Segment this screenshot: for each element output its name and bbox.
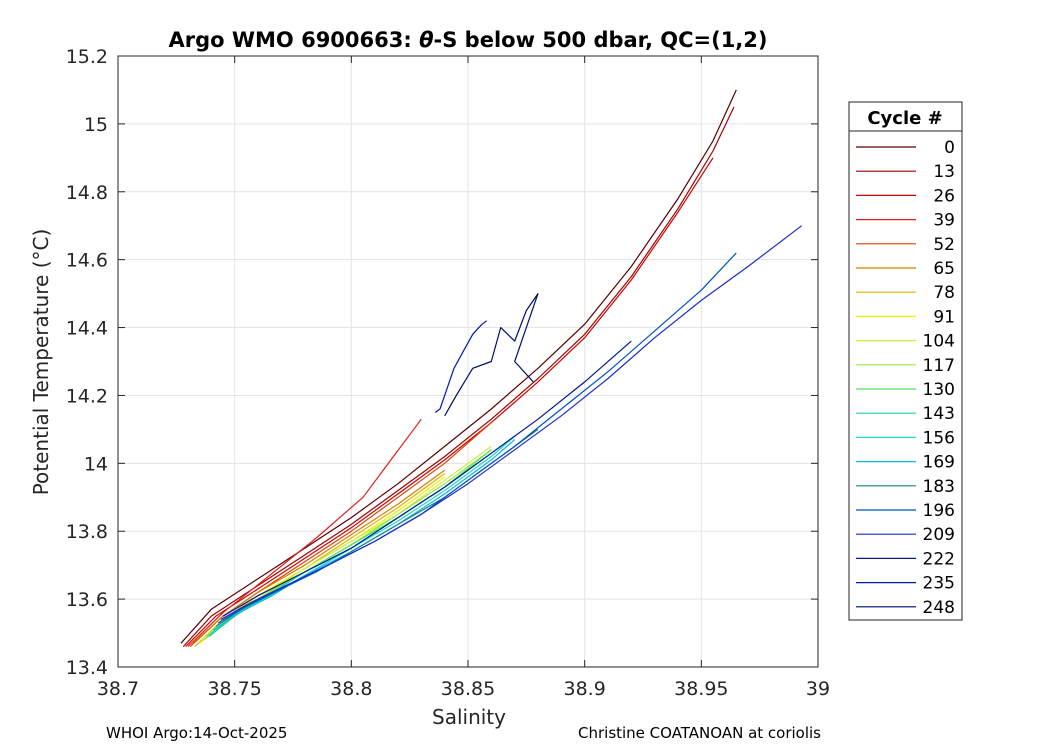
legend-label: 156 bbox=[923, 428, 955, 448]
legend-label: 52 bbox=[933, 235, 955, 255]
series-line-cycle-104 bbox=[201, 445, 492, 641]
series-line-cycle-0 bbox=[180, 89, 737, 644]
legend-entry-cycle-117: 117 bbox=[856, 356, 955, 376]
x-tick-label: 38.95 bbox=[674, 678, 728, 700]
series-line-cycle-209 bbox=[220, 225, 803, 621]
legend-entry-cycle-235: 235 bbox=[856, 574, 955, 594]
legend-entry-cycle-169: 169 bbox=[856, 453, 955, 473]
series-line-cycle-39 bbox=[187, 418, 422, 648]
x-axis-label: Salinity bbox=[432, 705, 506, 729]
x-tick-label: 38.75 bbox=[207, 678, 261, 700]
legend-entry-cycle-52: 52 bbox=[856, 235, 955, 255]
legend-entry-cycle-183: 183 bbox=[856, 477, 955, 497]
axis-ticks: 38.7 38.75 38.8 38.85 38.9 38.95 39 13.4 13.6 13.… bbox=[66, 46, 830, 700]
x-tick-label: 38.8 bbox=[330, 678, 372, 700]
legend-label: 235 bbox=[923, 574, 955, 594]
legend-label: 65 bbox=[933, 259, 955, 279]
legend-label: 209 bbox=[923, 525, 955, 545]
series-line-cycle-13 bbox=[182, 106, 735, 648]
legend-entry-cycle-0: 0 bbox=[856, 138, 955, 158]
legend-label: 39 bbox=[933, 211, 955, 231]
legend-entry-cycle-143: 143 bbox=[856, 404, 955, 424]
y-tick-label: 13.6 bbox=[66, 589, 108, 611]
legend-label: 248 bbox=[923, 598, 955, 618]
y-tick-label: 14.6 bbox=[66, 250, 108, 272]
legend-label: 26 bbox=[933, 186, 955, 206]
legend-label: 117 bbox=[923, 356, 955, 376]
legend-entry-cycle-13: 13 bbox=[856, 162, 955, 182]
legend-label: 91 bbox=[933, 307, 955, 327]
legend-entry-cycle-78: 78 bbox=[856, 283, 955, 303]
legend-entry-cycle-209: 209 bbox=[856, 525, 955, 545]
footer-date: WHOI Argo:14-Oct-2025 bbox=[106, 724, 288, 742]
series-line-cycle-235 bbox=[434, 320, 488, 413]
legend-label: 78 bbox=[933, 283, 955, 303]
legend-entry-cycle-222: 222 bbox=[856, 549, 955, 569]
legend-entry-cycle-104: 104 bbox=[856, 332, 955, 352]
legend-label: 196 bbox=[923, 501, 955, 521]
legend-label: 0 bbox=[944, 138, 955, 158]
y-tick-label: 13.8 bbox=[66, 521, 108, 543]
legend-entry-cycle-26: 26 bbox=[856, 186, 955, 206]
x-tick-label: 38.9 bbox=[564, 678, 606, 700]
footer-credit: Christine COATANOAN at coriolis bbox=[578, 724, 821, 742]
series-line-cycle-222 bbox=[222, 340, 632, 617]
series-layer bbox=[180, 89, 803, 648]
legend-label: 183 bbox=[923, 477, 955, 497]
x-tick-label: 39 bbox=[806, 678, 830, 700]
legend-entry-cycle-130: 130 bbox=[856, 380, 955, 400]
y-tick-label: 13.4 bbox=[66, 657, 108, 679]
legend: Cycle # 0 13 26 39 52 65 78 91 104 117 130 143 156 16… bbox=[848, 101, 963, 621]
x-tick-label: 38.7 bbox=[97, 678, 139, 700]
legend-label: 222 bbox=[923, 549, 955, 569]
series-line-cycle-91 bbox=[199, 476, 446, 644]
legend-label: 169 bbox=[923, 453, 955, 473]
legend-entry-cycle-196: 196 bbox=[856, 501, 955, 521]
legend-entry-cycle-156: 156 bbox=[856, 428, 955, 448]
x-tick-label: 38.85 bbox=[441, 678, 495, 700]
legend-label: 104 bbox=[923, 332, 955, 352]
chart-title: Argo WMO 6900663: θ-S below 500 dbar, QC… bbox=[168, 28, 767, 52]
legend-title: Cycle # bbox=[867, 108, 942, 129]
y-axis-label: Potential Temperature (°C) bbox=[29, 229, 53, 496]
y-tick-label: 14.4 bbox=[66, 318, 108, 340]
series-line-cycle-196 bbox=[217, 252, 737, 624]
y-tick-label: 15.2 bbox=[66, 46, 108, 68]
y-tick-label: 15 bbox=[84, 114, 108, 136]
legend-label: 13 bbox=[933, 162, 955, 182]
legend-entry-cycle-91: 91 bbox=[856, 307, 955, 327]
legend-entry-cycle-39: 39 bbox=[856, 211, 955, 231]
legend-entry-cycle-65: 65 bbox=[856, 259, 955, 279]
legend-label: 143 bbox=[923, 404, 955, 424]
legend-label: 130 bbox=[923, 380, 955, 400]
grid-lines bbox=[117, 55, 819, 668]
legend-entry-cycle-248: 248 bbox=[856, 598, 955, 618]
y-tick-label: 14.8 bbox=[66, 182, 108, 204]
y-tick-label: 14.2 bbox=[66, 385, 108, 407]
series-line-cycle-26 bbox=[185, 157, 714, 648]
y-tick-label: 14 bbox=[84, 453, 108, 475]
series-line-cycle-248 bbox=[444, 293, 539, 417]
